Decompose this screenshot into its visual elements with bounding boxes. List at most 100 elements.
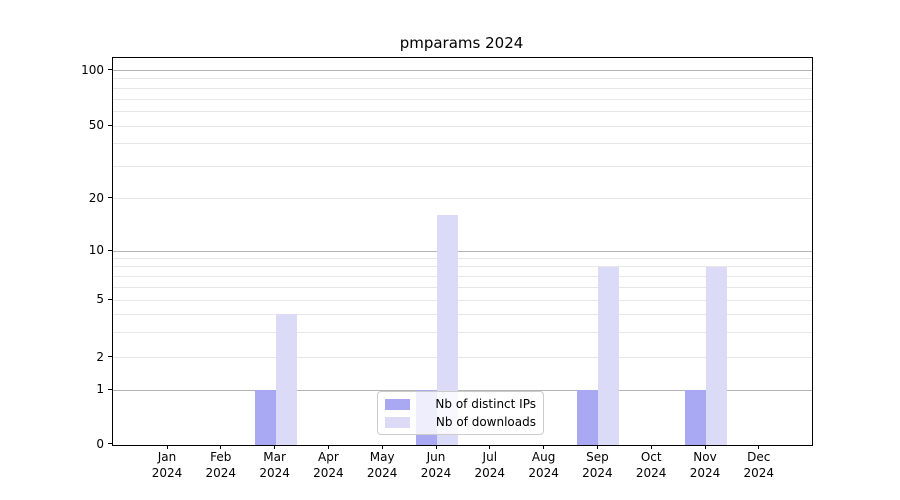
bar-distinct-ips <box>577 390 599 445</box>
gridline-minor <box>113 266 812 268</box>
x-tick-year: 2024 <box>689 465 721 480</box>
y-tick-mark <box>108 249 112 251</box>
y-tick-label: 100 <box>81 62 104 77</box>
bar-downloads <box>275 314 297 445</box>
legend-item: Nb of distinct IPs <box>385 397 536 411</box>
y-tick-mark <box>108 443 112 444</box>
x-tick-month: Mar <box>263 450 286 464</box>
legend-item-label: Nb of downloads <box>435 415 536 429</box>
x-tick-year: 2024 <box>528 465 559 480</box>
gridline-minor <box>113 143 812 145</box>
x-tick-label: Sep 2024 <box>565 450 629 481</box>
y-tick-label: 2 <box>96 349 104 364</box>
gridline-minor <box>113 286 812 288</box>
x-tick-year: 2024 <box>366 465 398 480</box>
x-tick-year: 2024 <box>635 465 667 480</box>
y-tick-mark <box>108 388 112 390</box>
gridline-minor <box>113 110 812 112</box>
legend-swatch <box>385 398 410 410</box>
x-tick-mark <box>220 445 222 449</box>
x-tick-month: Aug <box>531 450 556 464</box>
y-tick-label: 50 <box>88 118 104 132</box>
gridline-minor <box>113 125 812 127</box>
y-tick-label: 1 <box>96 382 104 396</box>
x-tick-label: Jul 2024 <box>458 450 522 481</box>
plot-area: Nb of distinct IPs Nb of downloads <box>112 57 813 446</box>
x-tick-label: Mar 2024 <box>243 450 307 481</box>
x-tick-mark <box>166 445 168 449</box>
y-tick-mark <box>108 197 112 198</box>
bar-downloads <box>598 266 620 445</box>
y-tick-label: 20 <box>88 190 104 205</box>
x-tick-mark <box>381 445 383 449</box>
y-tick-label: 10 <box>88 243 104 257</box>
gridline-minor <box>113 98 812 100</box>
bar-downloads <box>706 266 727 445</box>
gridline-minor <box>113 275 812 277</box>
x-tick-month: Apr <box>318 450 339 464</box>
x-tick-label: Aug 2024 <box>512 450 576 481</box>
x-tick-label: May 2024 <box>350 450 414 481</box>
x-tick-year: 2024 <box>582 465 613 480</box>
gridline-minor <box>113 313 812 315</box>
x-tick-mark <box>489 445 491 449</box>
gridline-minor <box>113 357 812 358</box>
x-tick-mark <box>274 445 276 449</box>
y-tick-mark <box>108 69 112 70</box>
legend-item-label: Nb of distinct IPs <box>435 397 536 411</box>
x-tick-year: 2024 <box>313 465 344 480</box>
gridline-minor <box>113 257 812 259</box>
x-tick-year: 2024 <box>151 465 183 480</box>
gridline-minor <box>113 165 812 167</box>
gridline-minor <box>113 78 812 80</box>
x-tick-year: 2024 <box>205 465 237 480</box>
x-tick-label: Apr 2024 <box>296 450 360 481</box>
x-tick-month: Jun <box>426 450 446 464</box>
x-tick-label: Jan 2024 <box>135 450 199 481</box>
x-tick-month: Oct <box>640 450 662 464</box>
x-tick-year: 2024 <box>420 465 452 480</box>
gridline-major <box>113 250 812 252</box>
gridline-minor <box>113 198 812 199</box>
gridline-minor <box>113 331 812 333</box>
x-tick-mark <box>596 445 598 449</box>
x-tick-month: Feb <box>210 450 232 464</box>
x-tick-label: Oct 2024 <box>619 450 683 481</box>
x-tick-label: Jun 2024 <box>404 450 468 481</box>
y-tick-label: 5 <box>96 292 104 306</box>
gridline-minor <box>113 87 812 89</box>
x-tick-mark <box>758 445 760 449</box>
x-tick-month: Sep <box>586 450 609 464</box>
y-tick-mark <box>108 356 112 357</box>
bar-distinct-ips <box>685 390 706 445</box>
legend-swatch <box>385 416 410 428</box>
gridline-major <box>113 389 812 391</box>
x-tick-year: 2024 <box>743 465 775 480</box>
x-tick-mark <box>543 445 545 449</box>
bar-distinct-ips <box>254 390 276 445</box>
x-tick-month: Nov <box>693 450 717 464</box>
x-tick-label: Dec 2024 <box>727 450 791 481</box>
y-tick-mark <box>108 298 112 300</box>
legend-item: Nb of downloads <box>385 415 536 429</box>
x-tick-month: Jan <box>157 450 177 464</box>
y-tick-mark <box>108 124 112 126</box>
x-tick-mark <box>435 445 437 449</box>
gridline-major <box>113 70 812 71</box>
x-tick-year: 2024 <box>259 465 290 480</box>
bar-downloads <box>437 215 458 445</box>
x-tick-mark <box>704 445 706 449</box>
x-tick-month: May <box>369 450 395 464</box>
x-tick-month: Jul <box>482 450 498 464</box>
legend: Nb of distinct IPs Nb of downloads <box>377 391 544 435</box>
x-tick-mark <box>650 445 652 449</box>
x-tick-month: Dec <box>747 450 771 464</box>
x-tick-year: 2024 <box>474 465 506 480</box>
x-tick-mark <box>327 445 329 449</box>
gridline-minor <box>113 299 812 301</box>
x-tick-label: Nov 2024 <box>673 450 737 481</box>
x-tick-label: Feb 2024 <box>189 450 253 481</box>
chart-title: pmparams 2024 <box>399 34 524 52</box>
y-tick-label: 0 <box>96 436 104 451</box>
